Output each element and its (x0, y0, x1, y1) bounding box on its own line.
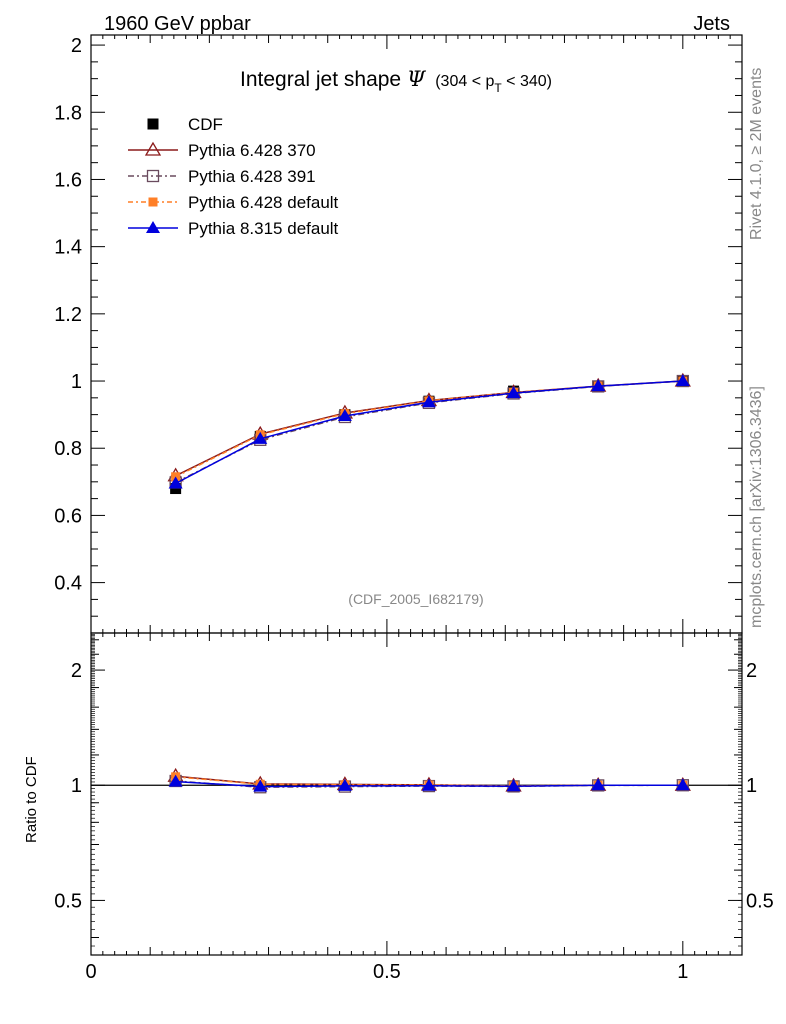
ratio-ylabel: Ratio to CDF (23, 756, 40, 843)
analysis-id: (CDF_2005_I682179) (348, 591, 483, 607)
main-y-tick-label: 1.8 (54, 102, 82, 124)
legend-marker-pythia-6-428-370 (144, 141, 162, 156)
ratio-plot-frame (90, 632, 743, 956)
main-point-pythia-8-315-default (337, 408, 352, 421)
ratio-y-tick-label-left: 1 (71, 775, 82, 797)
legend-marker-pythia-8-315-default (146, 221, 160, 233)
main-y-tick-label: 1 (71, 371, 82, 393)
main-y-tick-label: 1.4 (54, 237, 82, 259)
header-right: Jets (693, 13, 730, 35)
main-line-pythia-6-428-default (175, 380, 683, 478)
main-point-pythia-8-315-default (168, 476, 183, 489)
legend-label-pythia-8-315-default: Pythia 8.315 default (188, 219, 339, 238)
ratio-point-pythia-8-315-default (591, 778, 606, 791)
header-left: 1960 GeV ppbar (104, 13, 251, 35)
main-y-tick-label: 0.4 (54, 573, 82, 595)
mcplots-label: mcplots.cern.ch [arXiv:1306.3436] (748, 386, 765, 628)
main-point-pythia-8-315-default (506, 386, 521, 399)
chart-title: Integral jet shape Ψ (304 < pT < 340) (240, 67, 552, 95)
ratio-series (167, 767, 691, 794)
axis-tick-labels: 0.4 0.6 0.8 1 1.2 1.4 1.6 1.8 2 0.5 0.5 1 1 2 2 0 0.5 1 (54, 35, 774, 983)
ratio-point-pythia-8-315-default (168, 774, 183, 787)
ratio-point-pythia-8-315-default (506, 779, 521, 792)
ratio-point-pythia-8-315-default (421, 778, 436, 791)
main-y-tick-label: 2 (71, 35, 82, 57)
legend: CDF Pythia 6.428 370 Pythia 6.428 391 Pythi… (128, 115, 339, 238)
legend-marker-cdf (147, 118, 159, 130)
main-point-pythia-8-315-default (675, 374, 690, 387)
x-tick-label: 0.5 (373, 961, 401, 983)
ratio-point-pythia-8-315-default (675, 778, 690, 791)
ratio-point-pythia-8-315-default (253, 779, 268, 792)
main-y-tick-label: 0.8 (54, 438, 82, 460)
ratio-y-tick-label-right: 1 (746, 775, 757, 797)
main-series (167, 372, 691, 495)
main-y-tick-label: 1.2 (54, 304, 82, 326)
x-tick-label: 1 (677, 961, 688, 983)
ratio-y-tick-label-left: 2 (71, 660, 82, 682)
main-y-tick-label: 1.6 (54, 169, 82, 191)
legend-marker-pythia-6-428-391 (146, 169, 160, 183)
legend-label-cdf: CDF (188, 115, 223, 134)
main-y-tick-label: 0.6 (54, 505, 82, 527)
main-point-pythia-8-315-default (421, 395, 436, 408)
x-tick-label: 0 (85, 961, 96, 983)
main-point-pythia-8-315-default (253, 431, 268, 444)
main-point-pythia-8-315-default (591, 379, 606, 392)
legend-label-pythia-6-428-391: Pythia 6.428 391 (188, 167, 316, 186)
ratio-y-tick-label-right: 0.5 (746, 890, 774, 912)
ratio-y-tick-label-left: 0.5 (54, 890, 82, 912)
ratio-y-tick-label-right: 2 (746, 660, 757, 682)
legend-label-pythia-6-428-370: Pythia 6.428 370 (188, 141, 316, 160)
legend-marker-pythia-6-428-default (148, 197, 158, 207)
rivet-label: Rivet 4.1.0, ≥ 2M events (748, 68, 765, 240)
legend-label-pythia-6-428-default: Pythia 6.428 default (188, 193, 339, 212)
ratio-point-pythia-8-315-default (337, 778, 352, 791)
